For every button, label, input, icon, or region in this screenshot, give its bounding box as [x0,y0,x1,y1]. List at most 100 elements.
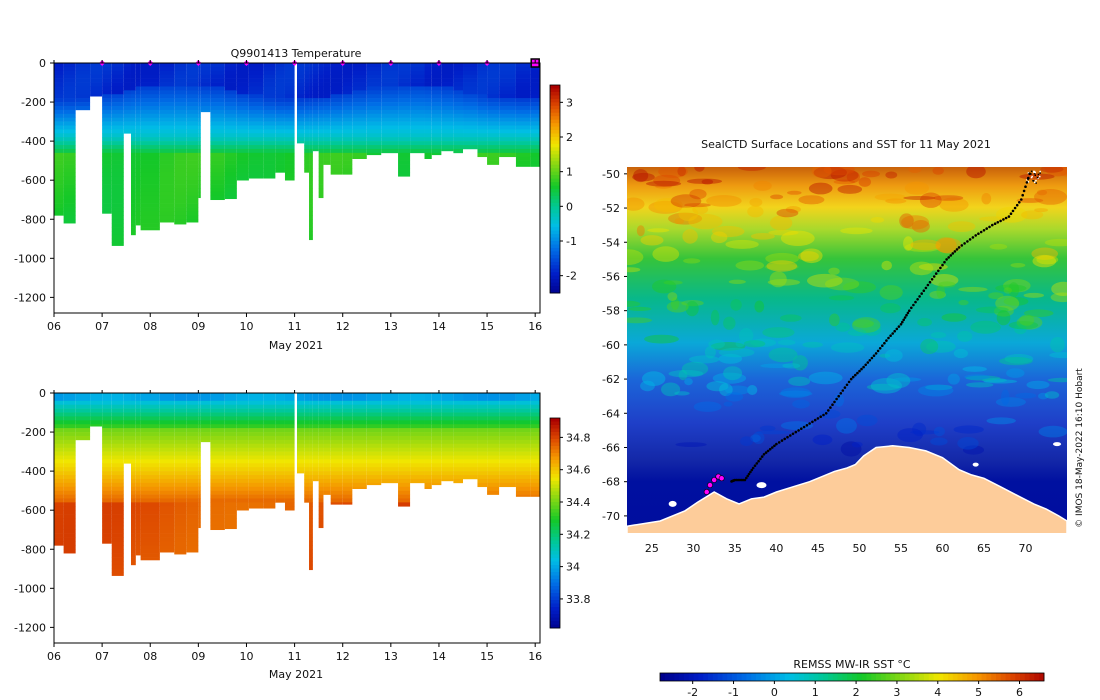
section-cell [304,129,310,134]
section-cell [499,98,516,103]
section-cell [159,482,175,488]
section-cell [54,176,64,181]
section-cell [102,145,112,150]
section-cell [477,459,488,464]
section-cell [275,156,285,161]
sst-blob [642,371,666,387]
track-point [922,289,926,293]
track-point [816,417,820,420]
section-cell [431,482,442,486]
section-cell [54,443,64,448]
section-cell [54,451,64,456]
section-cell [102,105,112,111]
sst-colorbar-tick-label: 4 [934,686,941,699]
section-cell [463,129,478,134]
sst-blob [933,195,964,201]
section-cell [441,117,454,122]
section-cell [102,486,112,491]
section-cell [263,125,276,130]
section-cell [366,471,382,476]
section-cell [224,74,237,79]
section-cell [174,510,187,515]
ice-speckle [1027,172,1030,174]
sst-colorbar-swatch [904,673,910,681]
sst-colorbar-swatch [1034,673,1040,681]
section-cell [130,521,136,527]
section-cell [499,90,516,95]
section-cell [530,435,540,441]
section-cell [431,109,442,115]
section-cell [284,447,295,452]
section-cell [441,70,454,76]
sst-colorbar-swatch [943,673,949,681]
section-cell [198,432,201,437]
section-cell [75,416,91,421]
section-cell [366,475,382,480]
section-cell [248,102,264,107]
sst-blob [926,340,956,353]
section-cell [318,498,324,503]
section-cell [463,416,478,421]
section-cell [130,105,136,111]
section-cell [198,78,201,83]
section-cell [453,148,464,154]
section-cell [111,148,124,154]
section-cell [330,471,343,476]
sst-blob [694,167,705,172]
section-cell [431,125,442,130]
section-cell [463,439,478,445]
section-cell [210,86,225,91]
section-cell [381,145,399,150]
section-cell [135,428,141,433]
section-cell [477,141,488,146]
section-cell [410,125,425,130]
section-cell [312,455,319,460]
section-cell [309,188,313,193]
section-cell [284,435,295,441]
section-cell [248,471,264,476]
section-cell [309,467,313,472]
section-cell [477,98,488,103]
track-point [939,266,942,270]
sst-blob [920,338,939,355]
section-cell [135,168,141,173]
section-cell [135,424,141,429]
sst-blob [762,327,795,338]
section-cell [304,467,310,472]
section-cell [515,63,531,68]
section-cell [130,494,136,499]
sst-blob [627,197,645,211]
section-cell [297,94,305,99]
section-cell [54,94,64,99]
section-cell [463,121,478,126]
section-cell [297,78,305,83]
section-cell [174,463,187,468]
section-cell [248,63,264,68]
section-cell [198,188,201,193]
section-cell [530,102,540,107]
section-cell [330,164,343,169]
section-cell [352,455,367,460]
track-point [760,455,764,458]
section-cell [284,148,295,154]
sst-blob [792,355,808,371]
section-cell [323,141,331,146]
track-point [856,371,859,375]
section-cell [248,129,264,134]
section-cell [135,400,141,406]
section-cell [398,125,411,130]
sst-blob [970,320,1001,334]
sst-colorbar-swatch [842,673,848,681]
section-cell [159,439,175,445]
section-cell [477,435,488,441]
colorbar-swatch [550,130,560,134]
section-cell [111,82,124,87]
section-cell [90,74,103,79]
section-cell [515,90,531,95]
section-cell [54,432,64,437]
section-cell [174,518,187,523]
section-cell [159,525,175,531]
sst-colorbar-swatch [712,673,718,681]
section-cell [477,74,488,79]
section-cell [140,475,160,480]
